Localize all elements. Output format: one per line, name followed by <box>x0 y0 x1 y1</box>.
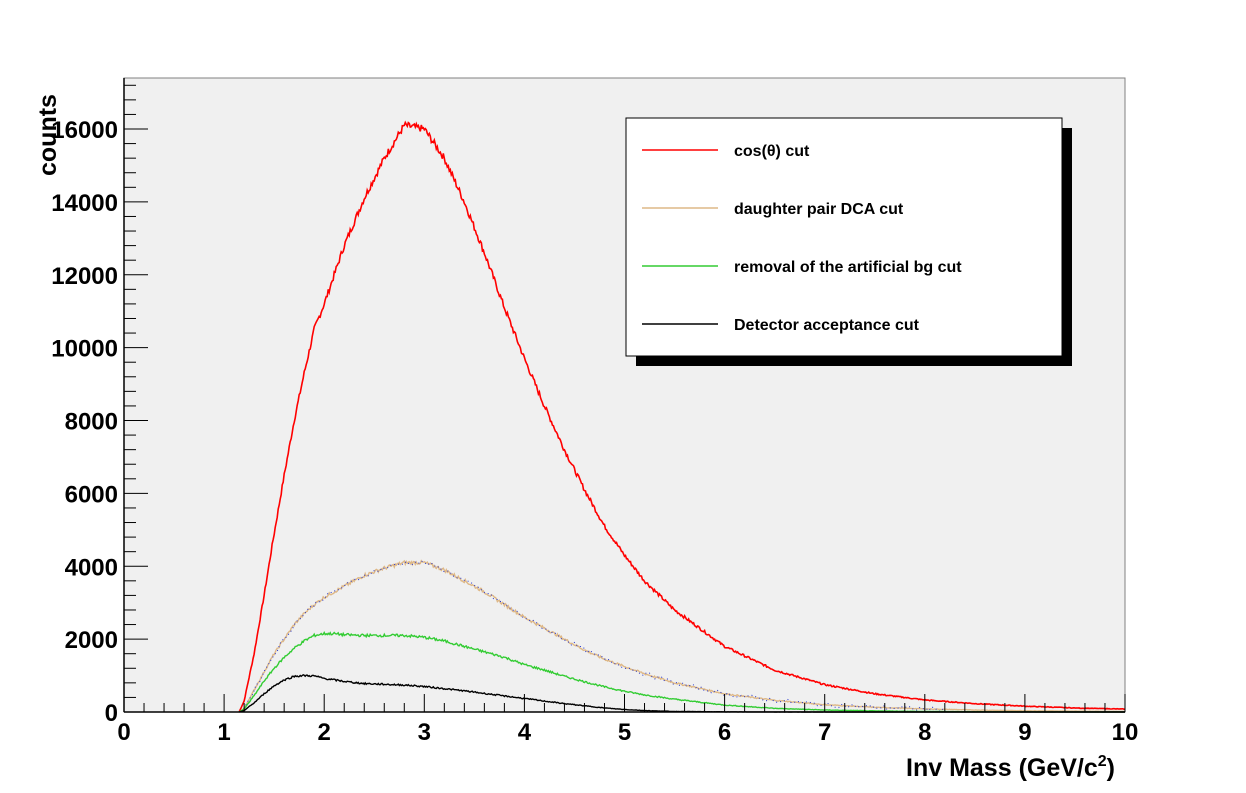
x-axis-title: Inv Mass (GeV/c2) <box>906 753 1115 782</box>
y-tick-label: 2000 <box>65 627 118 654</box>
y-tick-label: 16000 <box>51 117 118 144</box>
x-tick-label: 2 <box>318 719 331 746</box>
x-axis-title-main: Inv Mass (GeV/c <box>906 754 1098 782</box>
x-tick-label: 10 <box>1112 719 1139 746</box>
y-tick-label: 12000 <box>51 263 118 290</box>
legend-label-3: Detector acceptance cut <box>734 317 920 334</box>
y-tick-label: 14000 <box>51 190 118 217</box>
x-tick-label: 9 <box>1018 719 1031 746</box>
axes-layer: 0 1 2 3 4 5 6 7 8 9 10 0 2000 4000 6000 8000 10000 12000 1… <box>51 77 1139 746</box>
x-tick-label: 1 <box>217 719 230 746</box>
series-line-1 <box>238 559 1125 713</box>
y-axis-title: counts <box>34 94 62 176</box>
x-tick-label: 3 <box>418 719 431 746</box>
legend-label-1: daughter pair DCA cut <box>734 201 904 218</box>
legend-label-2: removal of the artificial bg cut <box>734 259 962 276</box>
x-tick-label: 6 <box>718 719 731 746</box>
series-line-0 <box>238 120 1126 713</box>
y-tick-label: 0 <box>105 700 118 727</box>
y-tick-label: 10000 <box>51 336 118 363</box>
legend-box <box>625 117 1063 357</box>
legend-label-0: cos(θ) cut <box>734 143 810 160</box>
x-axis-title-suffix: ) <box>1107 754 1115 782</box>
y-tick-label: 4000 <box>65 554 118 581</box>
x-tick-label: 7 <box>818 719 831 746</box>
x-tick-label: 0 <box>117 719 130 746</box>
legend: cos(θ) cut daughter pair DCA cut removal o… <box>625 117 1072 366</box>
x-tick-label: 4 <box>518 719 532 746</box>
y-tick-label: 6000 <box>65 481 118 508</box>
x-tick-label: 5 <box>618 719 631 746</box>
y-tick-label: 8000 <box>65 409 118 436</box>
x-tick-label: 8 <box>918 719 931 746</box>
x-axis-title-sup: 2 <box>1098 753 1107 770</box>
